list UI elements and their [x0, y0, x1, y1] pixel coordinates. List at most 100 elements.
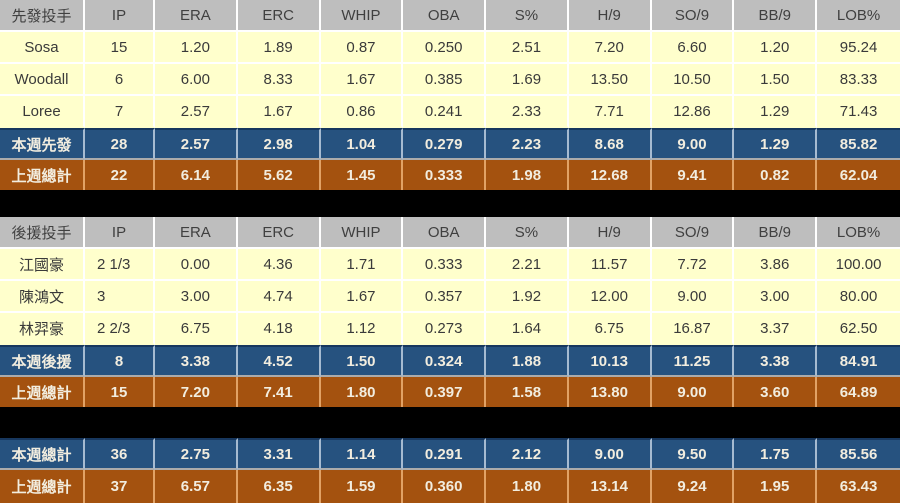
totals-table: 本週總計 36 2.75 3.31 1.14 0.291 2.12 9.00 9.50 1.75 8…: [0, 438, 900, 503]
column-header: OBA: [403, 217, 487, 249]
stat-cell: 1.64: [486, 313, 569, 345]
stat-cell: 1.67: [237, 96, 321, 128]
stat-cell: 9.00: [568, 438, 652, 470]
stat-cell: 7.20: [568, 32, 652, 64]
stat-cell: 0.86: [320, 96, 404, 128]
stat-cell: 4.18: [237, 313, 321, 345]
column-header: OBA: [403, 0, 487, 32]
week-summary-row-label: 本週總計: [0, 438, 85, 470]
stat-cell: 2 1/3: [85, 249, 155, 281]
stat-cell: 3.60: [734, 377, 818, 407]
stat-cell: 1.50: [734, 64, 818, 96]
stat-cell: 7: [85, 96, 155, 128]
stat-cell: 0.357: [403, 281, 487, 313]
stat-cell: 8: [85, 345, 155, 377]
stat-cell: 3.38: [155, 345, 238, 377]
stat-cell: 3.86: [734, 249, 818, 281]
stat-cell: 1.29: [734, 128, 818, 160]
stat-cell: 5.62: [237, 160, 321, 190]
week-summary-row-label: 本週後援: [0, 345, 85, 377]
prevweek-summary-row: 上週總計 15 7.20 7.41 1.80 0.397 1.58 13.80 9.00 3.60…: [0, 377, 900, 407]
table-header-label: 先發投手: [0, 0, 85, 32]
stat-cell: 62.50: [817, 313, 900, 345]
stat-cell: 83.33: [817, 64, 900, 96]
stat-cell: 2.23: [486, 128, 569, 160]
column-header: ERC: [237, 0, 321, 32]
stat-cell: 11.57: [568, 249, 652, 281]
player-row: Sosa 15 1.20 1.89 0.87 0.250 2.51 7.20 6.60 1.20 9…: [0, 32, 900, 64]
stat-cell: 0.241: [403, 96, 487, 128]
stat-cell: 1.20: [734, 32, 818, 64]
stat-cell: 0.324: [403, 345, 487, 377]
week-summary-row: 本週先發 28 2.57 2.98 1.04 0.279 2.23 8.68 9.00 1.29 8…: [0, 128, 900, 160]
stat-cell: 0.397: [403, 377, 487, 407]
stat-cell: 62.04: [817, 160, 900, 190]
column-header: WHIP: [320, 217, 404, 249]
stat-cell: 0.82: [734, 160, 818, 190]
stat-cell: 6.00: [155, 64, 238, 96]
player-row: 江國豪 2 1/3 0.00 4.36 1.71 0.333 2.21 11.57 7.72 3.…: [0, 249, 900, 281]
stat-cell: 7.20: [155, 377, 238, 407]
week-summary-row: 本週總計 36 2.75 3.31 1.14 0.291 2.12 9.00 9.50 1.75 8…: [0, 438, 900, 470]
stat-cell: 0.360: [403, 470, 487, 503]
stat-cell: 1.98: [486, 160, 569, 190]
stat-cell: 6.35: [237, 470, 321, 503]
stat-cell: 2.12: [486, 438, 569, 470]
stat-cell: 2.33: [486, 96, 569, 128]
stat-cell: 6: [85, 64, 155, 96]
column-header: SO/9: [651, 217, 735, 249]
stat-cell: 2.57: [155, 96, 238, 128]
stat-cell: 9.50: [651, 438, 735, 470]
stat-cell: 2.98: [237, 128, 321, 160]
stat-cell: 6.75: [155, 313, 238, 345]
starters-table: 先發投手 IP ERA ERC WHIP OBA S% H/9 SO/9 BB/9 LOB% Sosa…: [0, 0, 900, 190]
stat-cell: 1.92: [486, 281, 569, 313]
stat-cell: 1.80: [486, 470, 569, 503]
stat-cell: 80.00: [817, 281, 900, 313]
player-row: 林羿豪 2 2/3 6.75 4.18 1.12 0.273 1.64 6.75 16.87 3.…: [0, 313, 900, 345]
stat-cell: 1.89: [237, 32, 321, 64]
stat-cell: 9.41: [651, 160, 735, 190]
stat-cell: 1.71: [320, 249, 404, 281]
prevweek-summary-row: 上週總計 37 6.57 6.35 1.59 0.360 1.80 13.14 9.24 1.95…: [0, 470, 900, 503]
stat-cell: 1.67: [320, 281, 404, 313]
stat-cell: 1.80: [320, 377, 404, 407]
stat-cell: 13.80: [568, 377, 652, 407]
stat-cell: 1.59: [320, 470, 404, 503]
stat-cell: 9.24: [651, 470, 735, 503]
stat-cell: 3.37: [734, 313, 818, 345]
stat-cell: 1.88: [486, 345, 569, 377]
stat-cell: 15: [85, 32, 155, 64]
stat-cell: 1.50: [320, 345, 404, 377]
stat-cell: 1.29: [734, 96, 818, 128]
section-divider-band: [0, 407, 900, 438]
column-header: ERA: [155, 217, 238, 249]
stat-cell: 1.04: [320, 128, 404, 160]
stat-cell: 0.279: [403, 128, 487, 160]
stat-cell: 6.75: [568, 313, 652, 345]
stat-cell: 64.89: [817, 377, 900, 407]
stat-cell: 9.00: [651, 128, 735, 160]
player-row: 陳鴻文 3 3.00 4.74 1.67 0.357 1.92 12.00 9.00 3.00 80…: [0, 281, 900, 313]
stat-cell: 10.50: [651, 64, 735, 96]
stat-cell: 0.273: [403, 313, 487, 345]
stat-cell: 8.68: [568, 128, 652, 160]
stat-cell: 1.12: [320, 313, 404, 345]
stat-cell: 1.67: [320, 64, 404, 96]
stat-cell: 0.333: [403, 249, 487, 281]
stat-cell: 10.13: [568, 345, 652, 377]
column-header: LOB%: [817, 217, 900, 249]
stat-cell: 11.25: [651, 345, 735, 377]
stat-cell: 36: [85, 438, 155, 470]
stat-cell: 4.74: [237, 281, 321, 313]
stat-cell: 0.00: [155, 249, 238, 281]
stat-cell: 85.82: [817, 128, 900, 160]
player-row: Loree 7 2.57 1.67 0.86 0.241 2.33 7.71 12.86 1.29…: [0, 96, 900, 128]
column-header-row: 先發投手 IP ERA ERC WHIP OBA S% H/9 SO/9 BB/9 LOB%: [0, 0, 900, 32]
stat-cell: 12.68: [568, 160, 652, 190]
stat-cell: 2.75: [155, 438, 238, 470]
column-header: S%: [486, 0, 569, 32]
stat-cell: 100.00: [817, 249, 900, 281]
stat-cell: 4.36: [237, 249, 321, 281]
